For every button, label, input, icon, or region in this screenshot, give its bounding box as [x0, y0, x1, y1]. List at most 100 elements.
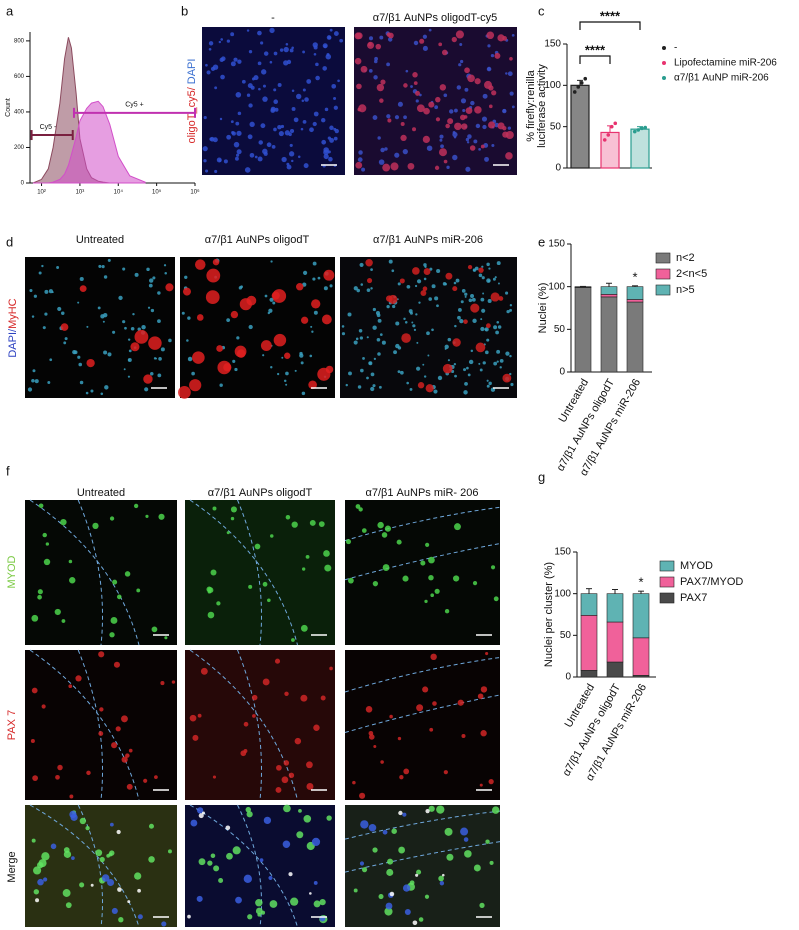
row-label: MYOD	[6, 555, 18, 588]
micrograph	[25, 804, 177, 928]
cell	[424, 265, 427, 269]
cell	[491, 90, 497, 96]
row-label: Merge	[6, 851, 18, 882]
cell	[273, 127, 277, 132]
cell	[378, 159, 385, 165]
cell	[113, 661, 120, 668]
bar-segment	[580, 615, 598, 671]
cell	[146, 267, 150, 272]
data-point	[636, 128, 641, 132]
cell	[79, 882, 85, 888]
cell	[107, 878, 115, 887]
cell	[466, 141, 470, 144]
cell	[79, 276, 84, 282]
cell	[112, 330, 116, 334]
cell	[168, 338, 172, 343]
cell	[232, 846, 241, 855]
cell	[111, 907, 118, 915]
cell	[127, 375, 131, 378]
fiber-outline	[29, 649, 140, 801]
cell	[122, 320, 126, 324]
cell	[191, 371, 195, 376]
cell	[509, 91, 514, 96]
cell	[98, 731, 104, 737]
cell	[394, 152, 400, 158]
fiber-outline	[29, 804, 140, 928]
cell	[478, 362, 481, 365]
cell	[79, 817, 87, 825]
cell	[68, 684, 73, 689]
cell	[103, 275, 108, 279]
legend-swatch	[662, 76, 666, 80]
cell	[195, 259, 206, 270]
y-tick-label: 200	[14, 145, 25, 151]
cell	[247, 134, 253, 140]
bar-segment	[600, 294, 618, 298]
legend-label: PAX7	[680, 592, 707, 604]
cell	[455, 278, 460, 283]
cell	[281, 356, 284, 359]
cell	[493, 596, 499, 602]
cell	[210, 569, 217, 576]
cell	[384, 525, 392, 532]
cell	[207, 611, 215, 619]
cell	[302, 50, 306, 54]
cell	[126, 783, 133, 790]
cell	[301, 391, 306, 396]
cell	[366, 288, 371, 292]
cell	[219, 57, 224, 63]
cell	[55, 774, 60, 780]
cell	[359, 792, 366, 799]
cell	[509, 354, 512, 358]
cell	[445, 123, 450, 129]
cell	[260, 340, 272, 352]
cell	[270, 534, 274, 538]
x-tick-label: 10⁴	[114, 189, 124, 196]
cell	[112, 579, 118, 585]
cell	[212, 775, 217, 779]
cell	[321, 314, 332, 325]
cell	[95, 849, 103, 857]
cell	[357, 157, 363, 162]
cell	[443, 93, 448, 98]
cell	[386, 62, 391, 67]
cell	[247, 914, 253, 920]
cell	[373, 59, 378, 64]
cell	[42, 326, 46, 330]
cell	[463, 319, 468, 324]
cell	[327, 150, 331, 154]
cell	[326, 35, 332, 40]
cell	[381, 340, 386, 345]
cell	[248, 584, 253, 589]
cell	[454, 324, 457, 328]
stain-part: oligoT_cy5/	[186, 86, 198, 143]
cell	[509, 304, 513, 307]
cell	[262, 84, 266, 88]
cell	[127, 357, 132, 362]
data-point	[572, 90, 577, 94]
significance-label: ****	[585, 42, 606, 57]
cell	[280, 124, 285, 129]
cell	[480, 686, 488, 693]
cell	[205, 63, 208, 67]
cell	[38, 271, 42, 275]
cell	[132, 312, 135, 316]
cell	[453, 136, 457, 139]
cell	[399, 278, 405, 284]
cell	[412, 267, 420, 275]
row-label: PAX 7	[6, 710, 18, 740]
bar-segment	[580, 670, 598, 678]
cell	[259, 858, 264, 862]
cell	[276, 764, 282, 771]
cell	[212, 258, 220, 266]
cell	[27, 387, 33, 392]
significance-label: *	[638, 575, 643, 590]
cell	[397, 736, 402, 741]
cell	[428, 28, 432, 32]
cell	[269, 27, 275, 34]
cell	[303, 163, 309, 169]
micrograph	[25, 257, 175, 398]
cell	[290, 897, 299, 906]
cell	[460, 827, 469, 836]
cell	[381, 532, 388, 538]
